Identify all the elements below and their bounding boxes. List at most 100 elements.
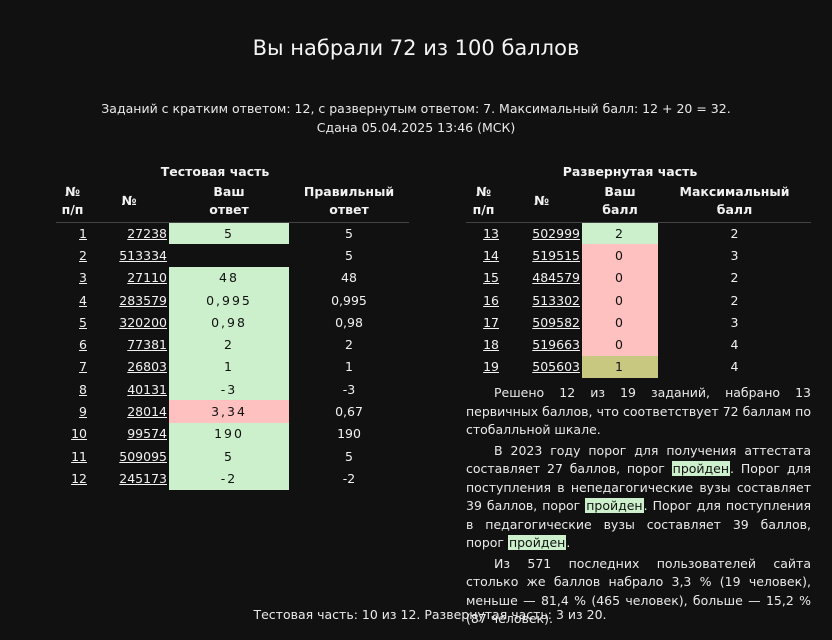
task-id[interactable]: 484579 bbox=[501, 267, 582, 289]
row-num[interactable]: 17 bbox=[466, 311, 501, 333]
task-id-link[interactable]: 513334 bbox=[119, 247, 167, 263]
passed-badge: пройден bbox=[671, 461, 731, 476]
task-id-link[interactable]: 320200 bbox=[119, 314, 167, 330]
task-id[interactable]: 502999 bbox=[501, 222, 582, 244]
row-num-link[interactable]: 11 bbox=[71, 448, 87, 464]
reference-value: 1 bbox=[345, 359, 353, 375]
user-answer: 0 bbox=[582, 333, 658, 356]
user-answer: 0 bbox=[582, 311, 658, 334]
reference-value: 48 bbox=[341, 270, 357, 286]
task-id-link[interactable]: 77381 bbox=[127, 337, 167, 353]
task-id[interactable]: 509582 bbox=[501, 311, 582, 333]
row-num[interactable]: 7 bbox=[56, 356, 89, 378]
row-num[interactable]: 3 bbox=[56, 267, 89, 289]
task-id[interactable]: 28014 bbox=[89, 400, 169, 422]
row-num-link[interactable]: 7 bbox=[79, 359, 87, 375]
task-id-link[interactable]: 99574 bbox=[127, 426, 167, 442]
task-id-link[interactable]: 519515 bbox=[532, 247, 580, 263]
task-id[interactable]: 519663 bbox=[501, 333, 582, 355]
task-id[interactable]: 40131 bbox=[89, 378, 169, 400]
task-id[interactable]: 99574 bbox=[89, 423, 169, 445]
row-num-link[interactable]: 6 bbox=[79, 337, 87, 353]
user-answer: 0 bbox=[582, 288, 658, 312]
task-id[interactable]: 519515 bbox=[501, 244, 582, 266]
user-answer: 5 bbox=[169, 222, 289, 245]
task-id-link[interactable]: 519663 bbox=[532, 337, 580, 353]
row-num[interactable]: 12 bbox=[56, 467, 89, 489]
user-answer: 190 bbox=[169, 422, 289, 445]
task-id-link[interactable]: 513302 bbox=[532, 292, 580, 308]
row-num-link[interactable]: 12 bbox=[71, 470, 87, 486]
row-num-link[interactable]: 3 bbox=[79, 270, 87, 286]
header-correct: Правильный ответ bbox=[289, 180, 409, 223]
task-id[interactable]: 513302 bbox=[501, 289, 582, 311]
row-num-link[interactable]: 15 bbox=[483, 270, 499, 286]
header-id: № bbox=[501, 180, 582, 223]
task-id-link[interactable]: 28014 bbox=[127, 404, 167, 420]
row-num-link[interactable]: 10 bbox=[71, 426, 87, 442]
row-num-link[interactable]: 13 bbox=[483, 225, 499, 241]
task-id[interactable]: 513334 bbox=[89, 244, 169, 266]
extended-part-table: № п/п № Ваш балл Максимальный балл 13 502999… bbox=[466, 180, 811, 379]
task-id[interactable]: 245173 bbox=[89, 467, 169, 489]
header-answer: Ваш ответ bbox=[169, 180, 289, 223]
task-id-link[interactable]: 40131 bbox=[127, 381, 167, 397]
row-num-link[interactable]: 1 bbox=[79, 225, 87, 241]
task-id[interactable]: 505603 bbox=[501, 356, 582, 378]
reference-value: 5 bbox=[345, 225, 353, 241]
task-id-link[interactable]: 509095 bbox=[119, 448, 167, 464]
row-num-link[interactable]: 9 bbox=[79, 404, 87, 420]
row-num[interactable]: 15 bbox=[466, 267, 501, 289]
table-row: 11 509095 5 5 bbox=[56, 444, 409, 468]
row-num-link[interactable]: 18 bbox=[483, 337, 499, 353]
reference-value: 2 bbox=[345, 337, 353, 353]
row-num-link[interactable]: 5 bbox=[79, 314, 87, 330]
row-num[interactable]: 14 bbox=[466, 244, 501, 266]
row-num[interactable]: 11 bbox=[56, 445, 89, 467]
row-num-link[interactable]: 8 bbox=[79, 381, 87, 397]
reference-value: 4 bbox=[730, 359, 739, 375]
reference-value: 2 bbox=[730, 225, 739, 241]
task-id-link[interactable]: 27238 bbox=[127, 225, 167, 241]
row-num[interactable]: 9 bbox=[56, 400, 89, 422]
row-num-link[interactable]: 19 bbox=[483, 359, 499, 375]
row-num-link[interactable]: 14 bbox=[483, 247, 499, 263]
task-id-link[interactable]: 26803 bbox=[127, 359, 167, 375]
row-num[interactable]: 5 bbox=[56, 311, 89, 333]
task-id-link[interactable]: 27110 bbox=[127, 270, 167, 286]
row-num[interactable]: 1 bbox=[56, 222, 89, 244]
row-num[interactable]: 2 bbox=[56, 244, 89, 266]
user-answer: 0 bbox=[582, 266, 658, 289]
row-num-link[interactable]: 2 bbox=[79, 247, 87, 263]
task-id[interactable]: 26803 bbox=[89, 356, 169, 378]
row-num[interactable]: 10 bbox=[56, 423, 89, 445]
task-id-link[interactable]: 283579 bbox=[119, 292, 167, 308]
row-num[interactable]: 19 bbox=[466, 356, 501, 378]
row-num[interactable]: 8 bbox=[56, 378, 89, 400]
task-id[interactable]: 27110 bbox=[89, 267, 169, 289]
task-id[interactable]: 320200 bbox=[89, 311, 169, 333]
row-num[interactable]: 4 bbox=[56, 289, 89, 311]
passed-badge: пройден bbox=[507, 535, 567, 550]
task-id[interactable]: 509095 bbox=[89, 445, 169, 467]
row-num-link[interactable]: 4 bbox=[79, 292, 87, 308]
task-id[interactable]: 27238 bbox=[89, 222, 169, 244]
task-id-link[interactable]: 484579 bbox=[532, 270, 580, 286]
row-num[interactable]: 18 bbox=[466, 333, 501, 355]
table-row: 1 27238 5 5 bbox=[56, 222, 409, 245]
summary-tasks: Заданий с кратким ответом: 12, с разверн… bbox=[101, 101, 731, 116]
task-id-link[interactable]: 505603 bbox=[532, 359, 580, 375]
task-id-link[interactable]: 509582 bbox=[532, 314, 580, 330]
task-id[interactable]: 283579 bbox=[89, 289, 169, 311]
row-num[interactable]: 13 bbox=[466, 222, 501, 244]
row-num-link[interactable]: 16 bbox=[483, 292, 499, 308]
table-row: 10 99574 190 190 bbox=[56, 422, 409, 445]
task-id-link[interactable]: 502999 bbox=[532, 225, 580, 241]
row-num[interactable]: 16 bbox=[466, 289, 501, 311]
task-id-link[interactable]: 245173 bbox=[119, 470, 167, 486]
row-num[interactable]: 6 bbox=[56, 333, 89, 355]
test-part-body: 1 27238 5 5 2 513334 5 3 27110 48 48 4 283579 0,995 0,… bbox=[56, 222, 409, 490]
task-id[interactable]: 77381 bbox=[89, 333, 169, 355]
row-num-link[interactable]: 17 bbox=[483, 314, 499, 330]
summary: Заданий с кратким ответом: 12, с разверн… bbox=[0, 99, 832, 137]
